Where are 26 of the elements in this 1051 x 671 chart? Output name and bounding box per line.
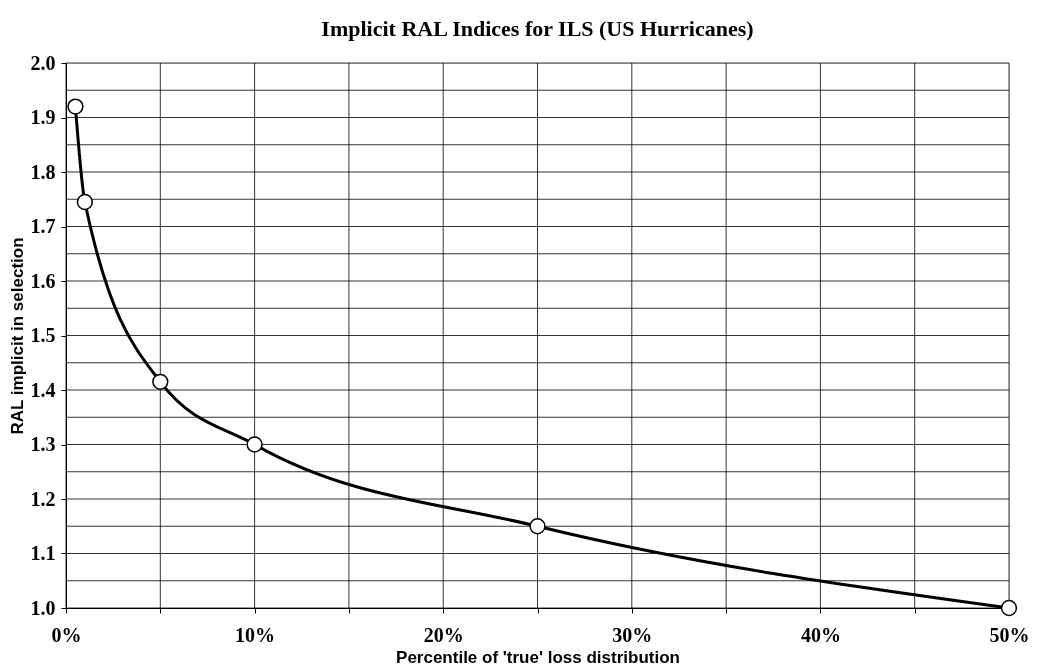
y-tick-label: 1.1 bbox=[30, 542, 56, 564]
y-axis-title: RAL implicit in selection bbox=[7, 237, 27, 435]
y-tick-label: 1.5 bbox=[30, 324, 56, 346]
x-tick-label: 50% bbox=[989, 623, 1030, 646]
x-tick-label: 40% bbox=[800, 623, 841, 646]
x-tick-label: 20% bbox=[423, 623, 464, 646]
point bbox=[67, 98, 84, 115]
y-tick-label: 1.9 bbox=[30, 106, 56, 128]
point bbox=[152, 373, 169, 390]
y-tick-label: 1.3 bbox=[30, 433, 56, 455]
x-tick-label: 30% bbox=[612, 623, 653, 646]
y-tick-label: 2.0 bbox=[30, 51, 56, 74]
y-tick-label: 1.0 bbox=[30, 596, 56, 619]
y-tick-label: 1.8 bbox=[30, 160, 56, 183]
x-axis-title: Percentile of 'true' loss distribution bbox=[396, 647, 680, 667]
x-tick-label: 10% bbox=[235, 623, 276, 646]
point bbox=[1000, 599, 1018, 617]
y-tick-label: 1.2 bbox=[30, 487, 56, 510]
point bbox=[529, 518, 546, 535]
x-tick-label: 0% bbox=[51, 623, 82, 646]
y-tick-label: 1.7 bbox=[30, 215, 56, 237]
y-tick-label: 1.6 bbox=[30, 269, 56, 292]
point bbox=[76, 193, 94, 211]
y-tick-label: 1.4 bbox=[30, 378, 56, 401]
point bbox=[246, 436, 263, 453]
chart-title: Implicit RAL Indices for ILS (US Hurricanes) bbox=[321, 16, 754, 41]
